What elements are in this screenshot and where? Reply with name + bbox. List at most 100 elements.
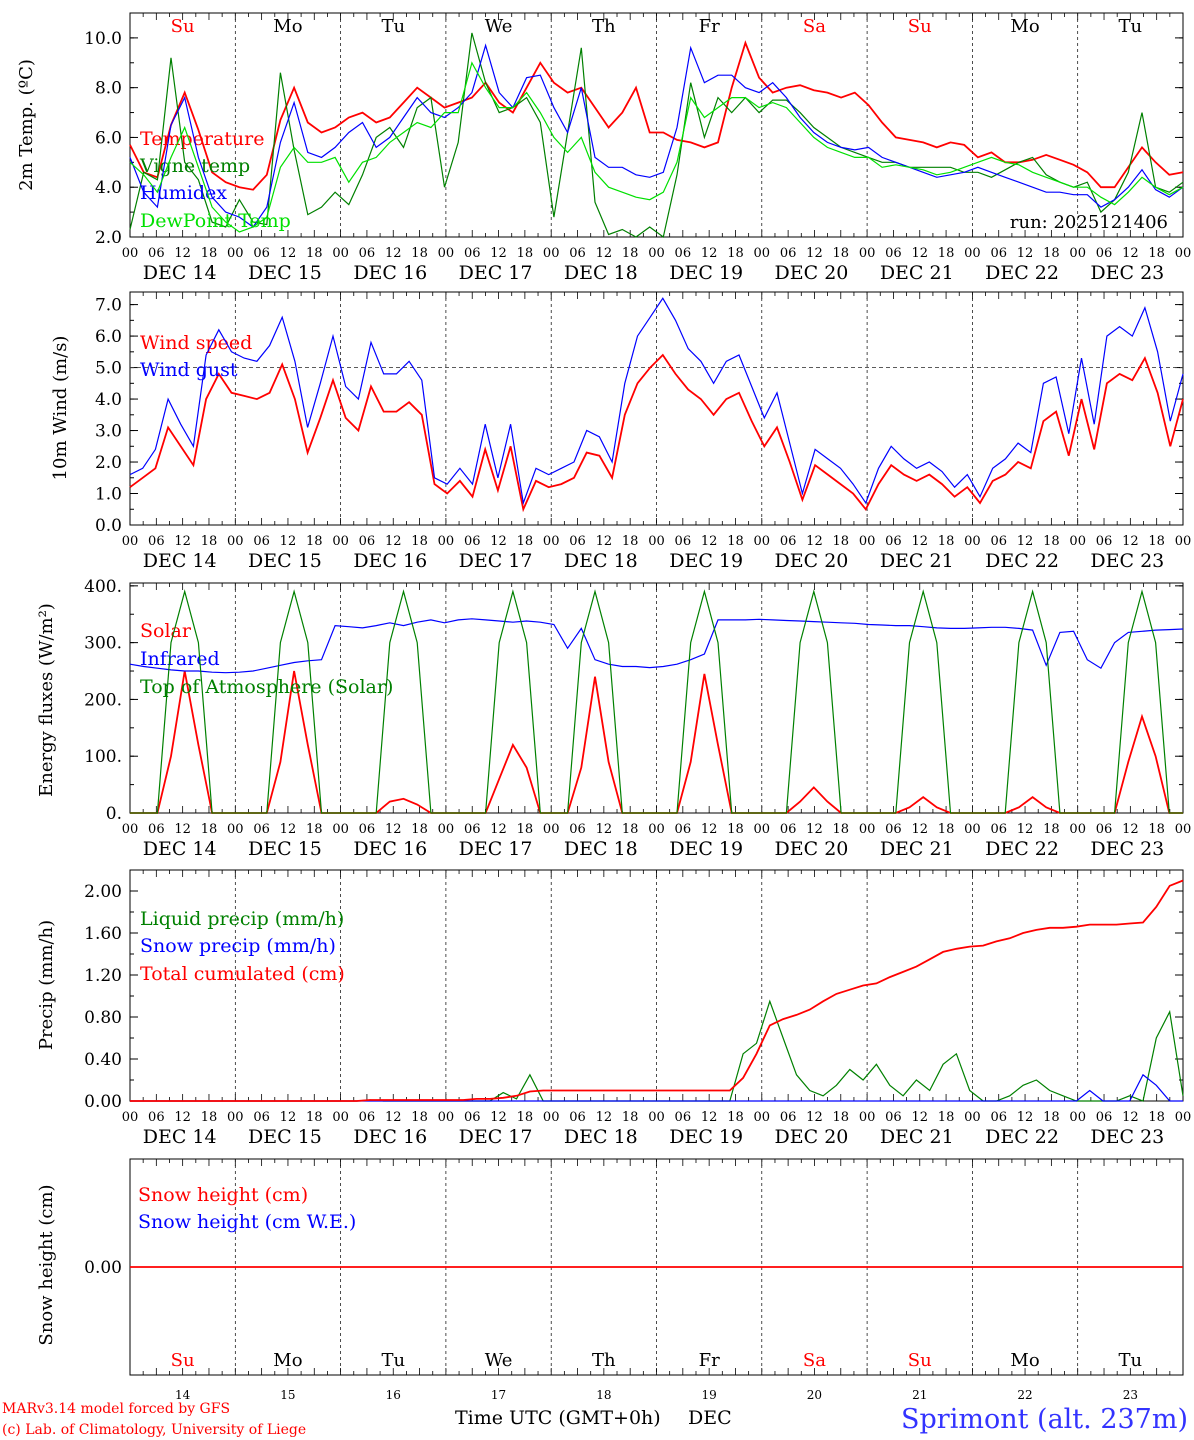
hour-tick-label: 12 [1122, 534, 1139, 549]
hour-tick-label: 18 [727, 1110, 744, 1125]
date-label: DEC 21 [880, 1126, 954, 1148]
hour-tick-label: 12 [280, 534, 297, 549]
hour-tick-label: 00 [964, 822, 981, 837]
hour-tick-label: 00 [438, 1110, 455, 1125]
hour-tick-label: 18 [833, 246, 850, 261]
date-label: DEC 15 [248, 262, 322, 284]
hour-tick-label: 00 [227, 1110, 244, 1125]
y-tick-label: 0.00 [84, 1092, 122, 1112]
hour-tick-label: 18 [1043, 534, 1060, 549]
y-tick-label: 6.0 [95, 128, 122, 148]
hour-tick-label: 00 [1175, 822, 1192, 837]
y-tick-label: 1.0 [95, 485, 122, 505]
hour-tick-label: 12 [385, 822, 402, 837]
hour-tick-label: 18 [306, 822, 323, 837]
location-label: Sprimont (alt. 237m) [901, 1404, 1188, 1435]
hour-tick-label: 00 [964, 534, 981, 549]
hour-tick-label: 00 [1175, 534, 1192, 549]
legend-item: DewPoint Temp [140, 210, 291, 232]
hour-tick-label: 12 [911, 1110, 928, 1125]
legend-item: Liquid precip (mm/h) [140, 908, 344, 930]
hour-tick-label: 00 [964, 246, 981, 261]
legend-item: Snow precip (mm/h) [140, 935, 336, 957]
chart-panels: 2.0 4.0 6.0 8.0 10.0 2m Temp. (ºC) Temperature… [16, 12, 1192, 1402]
hour-tick-label: 18 [517, 822, 534, 837]
date-label: DEC 18 [564, 838, 638, 860]
hour-tick-label: 06 [464, 822, 481, 837]
legend-item: Infrared [140, 648, 220, 670]
hour-tick-label: 06 [569, 246, 586, 261]
hour-tick-label: 00 [227, 822, 244, 837]
hour-tick-label: 12 [174, 246, 191, 261]
hour-tick-label: 18 [833, 1110, 850, 1125]
y-axis-label: 10m Wind (m/s) [50, 336, 71, 481]
hour-tick-label: 12 [806, 246, 823, 261]
hour-tick-label: 00 [754, 822, 771, 837]
date-label: DEC 14 [143, 1126, 217, 1148]
hour-tick-label: 18 [622, 822, 639, 837]
hour-tick-label: 12 [1122, 246, 1139, 261]
date-label: DEC 21 [880, 838, 954, 860]
weekday-label: Sa [803, 1350, 826, 1371]
hour-tick-label: 12 [806, 534, 823, 549]
hour-tick-label: 12 [911, 822, 928, 837]
day-number-label: 23 [1123, 1388, 1138, 1402]
hour-tick-label: 06 [885, 534, 902, 549]
hour-tick-label: 18 [201, 534, 218, 549]
hour-tick-label: 06 [253, 822, 270, 837]
hour-tick-label: 12 [1122, 822, 1139, 837]
hour-tick-label: 06 [1096, 822, 1113, 837]
credit-line-2: (c) Lab. of Climatology, University of L… [2, 1422, 306, 1438]
date-label: DEC 20 [775, 262, 849, 284]
hour-tick-label: 00 [1069, 534, 1086, 549]
hour-tick-label: 00 [122, 246, 139, 261]
y-tick-label: 4.0 [95, 178, 122, 198]
hour-tick-label: 00 [648, 822, 665, 837]
hour-tick-label: 12 [596, 534, 613, 549]
hour-tick-label: 06 [675, 822, 692, 837]
hour-tick-label: 18 [306, 534, 323, 549]
date-label: DEC 14 [143, 262, 217, 284]
hour-tick-label: 00 [859, 1110, 876, 1125]
hour-tick-label: 12 [1017, 1110, 1034, 1125]
hour-tick-label: 12 [280, 822, 297, 837]
hour-tick-label: 06 [569, 822, 586, 837]
day-number-label: 17 [491, 1388, 506, 1402]
weekday-label: Tu [1119, 16, 1143, 37]
hour-tick-label: 00 [332, 822, 349, 837]
date-label: DEC 23 [1090, 1126, 1164, 1148]
x-axis-month: DEC [688, 1407, 732, 1429]
hour-tick-label: 00 [648, 1110, 665, 1125]
hour-tick-label: 12 [280, 246, 297, 261]
date-label: DEC 15 [248, 838, 322, 860]
date-label: DEC 21 [880, 262, 954, 284]
hour-tick-label: 12 [596, 246, 613, 261]
hour-tick-label: 12 [385, 534, 402, 549]
hour-tick-label: 18 [622, 1110, 639, 1125]
y-tick-label: 0.0 [95, 516, 122, 536]
date-label: DEC 20 [775, 550, 849, 572]
date-label: DEC 19 [669, 262, 743, 284]
hour-tick-label: 00 [754, 1110, 771, 1125]
hour-tick-label: 18 [833, 534, 850, 549]
y-tick-label: 100. [84, 747, 122, 767]
hour-tick-label: 06 [990, 822, 1007, 837]
date-label: DEC 22 [985, 550, 1059, 572]
y-tick-label: 0.00 [84, 1258, 122, 1278]
day-number-label: 15 [280, 1388, 295, 1402]
date-label: DEC 17 [459, 262, 533, 284]
panel-frame [129, 12, 1184, 238]
hour-tick-label: 06 [359, 246, 376, 261]
hour-tick-label: 06 [569, 534, 586, 549]
weekday-label: Th [592, 1350, 616, 1371]
panel-temp: 2.0 4.0 6.0 8.0 10.0 2m Temp. (ºC) Temperature… [16, 12, 1191, 284]
y-tick-label: 1.20 [84, 966, 122, 986]
legend-item: Solar [140, 620, 192, 642]
hour-tick-label: 00 [648, 246, 665, 261]
y-tick-label: 0. [106, 804, 122, 824]
hour-tick-label: 12 [596, 1110, 613, 1125]
hour-tick-label: 06 [464, 534, 481, 549]
date-label: DEC 17 [459, 838, 533, 860]
hour-tick-label: 00 [122, 822, 139, 837]
